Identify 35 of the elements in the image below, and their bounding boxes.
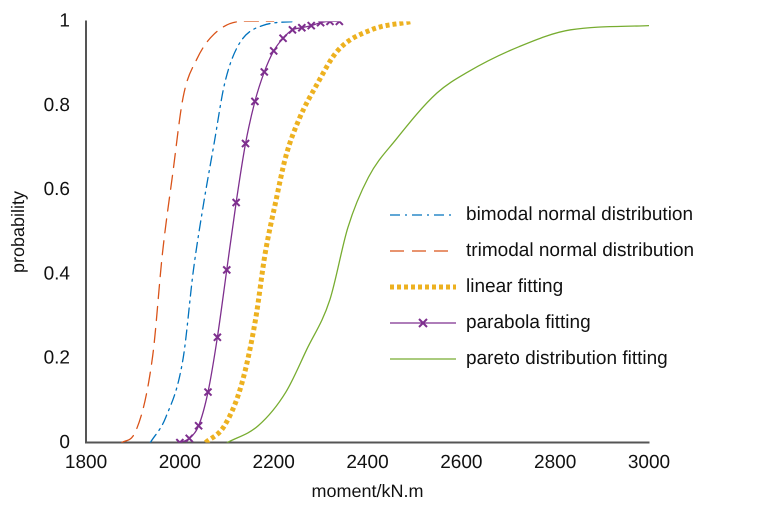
x-tick-label: 1800 xyxy=(64,452,108,474)
legend-label: pareto distribution fitting xyxy=(466,348,668,370)
point xyxy=(306,21,316,30)
point xyxy=(269,46,278,56)
point xyxy=(278,34,288,43)
point xyxy=(212,332,222,342)
y-tick-label: 1 xyxy=(59,10,70,32)
point xyxy=(194,421,204,430)
x-tick-label: 2600 xyxy=(440,452,482,474)
x-tick-label: 2200 xyxy=(252,452,295,474)
point xyxy=(184,434,194,443)
y-tick-label: 0.8 xyxy=(44,94,70,116)
y-tick-label: 0.4 xyxy=(44,263,70,284)
y-tick-label: 0.2 xyxy=(44,348,70,369)
line-series xyxy=(121,21,274,443)
point xyxy=(297,23,306,32)
point xyxy=(240,139,250,148)
x-tick-label: 2000 xyxy=(158,452,201,474)
point xyxy=(260,67,269,76)
x-axis-title: moment/kN.m xyxy=(311,481,424,502)
point xyxy=(222,265,232,274)
point xyxy=(288,25,297,34)
x-tick-label: 2800 xyxy=(534,452,576,474)
point xyxy=(250,96,260,106)
legend-label: linear fitting xyxy=(466,276,564,298)
point xyxy=(203,388,213,397)
point xyxy=(232,198,241,208)
legend-label: bimodal normal distribution xyxy=(466,204,694,226)
legend-label: trimodal normal distribution xyxy=(466,240,694,262)
y-axis-title: probability xyxy=(8,190,28,274)
x-tick-label: 2400 xyxy=(346,452,389,474)
y-tick-label: 0.6 xyxy=(44,179,70,200)
y-tick-label: 0 xyxy=(59,432,70,453)
x-tick-label: 3000 xyxy=(628,452,670,474)
legend-label: parabola fitting xyxy=(466,312,591,334)
